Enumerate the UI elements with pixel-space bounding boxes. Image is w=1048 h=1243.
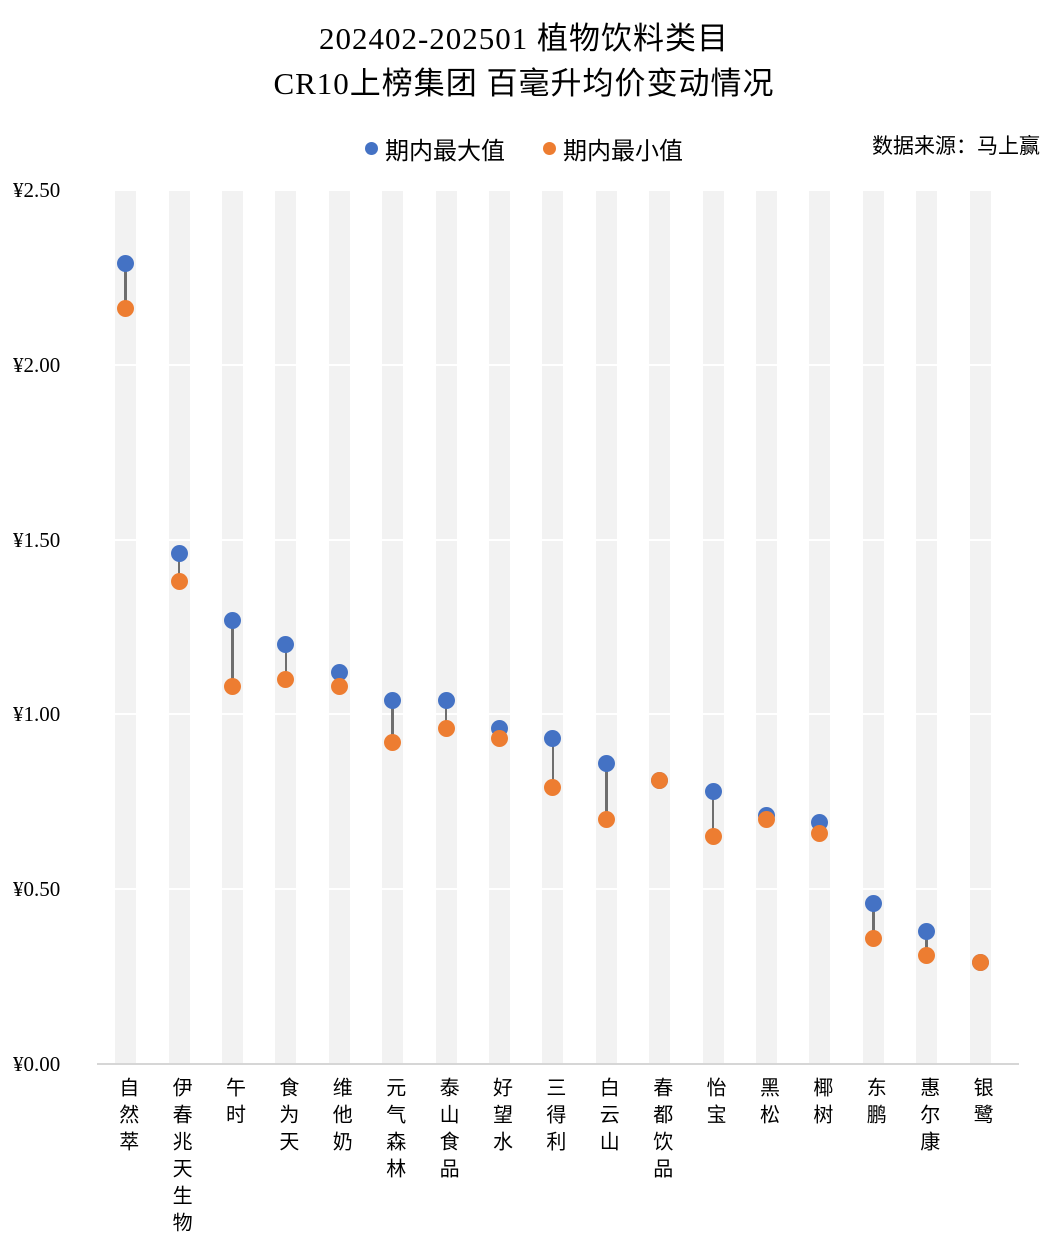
x-axis-label: 好望水 [489, 1077, 512, 1158]
range-connector [284, 644, 288, 680]
x-axis-label: 春都饮品 [649, 1077, 672, 1185]
category-band [168, 190, 190, 1064]
category-band [115, 190, 137, 1064]
range-connector [605, 763, 608, 820]
category-band [328, 190, 350, 1064]
gridline [97, 713, 1009, 716]
gridline [97, 363, 1009, 366]
min-point [224, 677, 241, 695]
max-point [384, 691, 402, 709]
min-point [651, 772, 669, 790]
x-axis-label: 怡宝 [703, 1077, 726, 1131]
category-band [969, 190, 991, 1064]
max-point [277, 635, 295, 653]
category-band [862, 190, 884, 1064]
y-axis-tick-label: ¥1.50 [13, 527, 61, 552]
y-axis-tick-label: ¥0.50 [13, 877, 61, 902]
x-axis-label: 椰树 [809, 1077, 832, 1131]
min-point [384, 733, 402, 751]
gridline [97, 189, 1009, 191]
x-axis-label: 惠尔康 [916, 1077, 939, 1158]
range-connector [124, 263, 127, 309]
category-band [275, 190, 297, 1064]
gridline [97, 888, 1009, 891]
min-point [117, 300, 135, 318]
range-connector [177, 553, 181, 582]
max-point [597, 754, 615, 772]
x-axis-label: 维他奶 [329, 1077, 352, 1158]
x-axis-line [97, 1063, 1019, 1065]
gridline [97, 538, 1009, 541]
category-band [382, 190, 404, 1064]
max-point [704, 782, 722, 800]
x-axis-label: 三得利 [542, 1077, 565, 1158]
x-axis-label: 元气森林 [382, 1077, 405, 1185]
data-source-label: 数据来源：马上赢 [872, 134, 1040, 158]
min-point [277, 670, 295, 688]
range-connector [391, 700, 394, 743]
min-point [170, 573, 188, 591]
min-point [811, 824, 829, 842]
legend-item-max: 期内最大值 [365, 131, 505, 166]
range-connector [872, 903, 875, 939]
max-point [544, 730, 562, 748]
x-axis-label: 白云山 [596, 1077, 619, 1158]
max-point [864, 894, 882, 912]
legend-max-dot-icon [365, 142, 378, 155]
y-axis-tick-label: ¥0.00 [13, 1052, 61, 1076]
range-connector [444, 700, 448, 729]
min-point [544, 779, 562, 797]
min-point [597, 810, 615, 828]
min-point [491, 730, 508, 748]
x-axis-label: 东鹏 [863, 1077, 886, 1131]
max-point [170, 545, 188, 563]
chart-title-line2: CR10上榜集团 百毫升均价变动情况 [273, 66, 775, 101]
max-point [330, 663, 348, 681]
min-point [704, 828, 722, 846]
category-band [916, 190, 938, 1064]
min-point [918, 947, 936, 965]
legend: 期内最大值 期内最小值 [0, 131, 1048, 166]
min-point [971, 954, 989, 972]
y-axis-tick-label: ¥2.00 [13, 352, 61, 377]
category-band [489, 190, 510, 1064]
x-axis-label: 自然萃 [115, 1077, 138, 1158]
category-band [542, 190, 564, 1064]
max-point [224, 611, 241, 629]
x-axis-label: 黑松 [756, 1077, 779, 1131]
y-axis-tick-label: ¥2.50 [13, 178, 61, 202]
category-band [435, 190, 457, 1064]
legend-item-min: 期内最小值 [543, 131, 683, 166]
range-connector [711, 791, 715, 837]
min-point [758, 810, 775, 828]
category-band [809, 190, 831, 1064]
category-band [595, 190, 617, 1064]
x-axis-label: 午时 [222, 1077, 245, 1131]
min-point [330, 677, 348, 695]
category-band [702, 190, 724, 1064]
x-axis-label: 食为天 [275, 1077, 298, 1158]
legend-min-dot-icon [543, 142, 556, 155]
chart-title-line1: 202402-202501 植物饮料类目 [318, 21, 730, 56]
range-connector [925, 931, 928, 956]
x-axis-label: 银鹭 [970, 1077, 993, 1131]
legend-min-label: 期内最小值 [563, 139, 683, 165]
min-point [437, 719, 455, 737]
max-point [437, 691, 455, 709]
range-connector [231, 620, 234, 687]
category-band [756, 190, 777, 1064]
legend-max-label: 期内最大值 [385, 139, 505, 165]
chart-title: 202402-202501 植物饮料类目 CR10上榜集团 百毫升均价变动情况 [0, 16, 1048, 106]
min-point [864, 929, 882, 947]
x-axis-label: 泰山食品 [436, 1077, 459, 1185]
y-axis-tick-label: ¥1.00 [13, 702, 61, 727]
x-axis-label: 伊春兆天生物 [169, 1077, 192, 1239]
max-point [117, 254, 135, 272]
max-point [918, 922, 936, 940]
range-connector [551, 738, 555, 788]
category-band [649, 190, 671, 1064]
